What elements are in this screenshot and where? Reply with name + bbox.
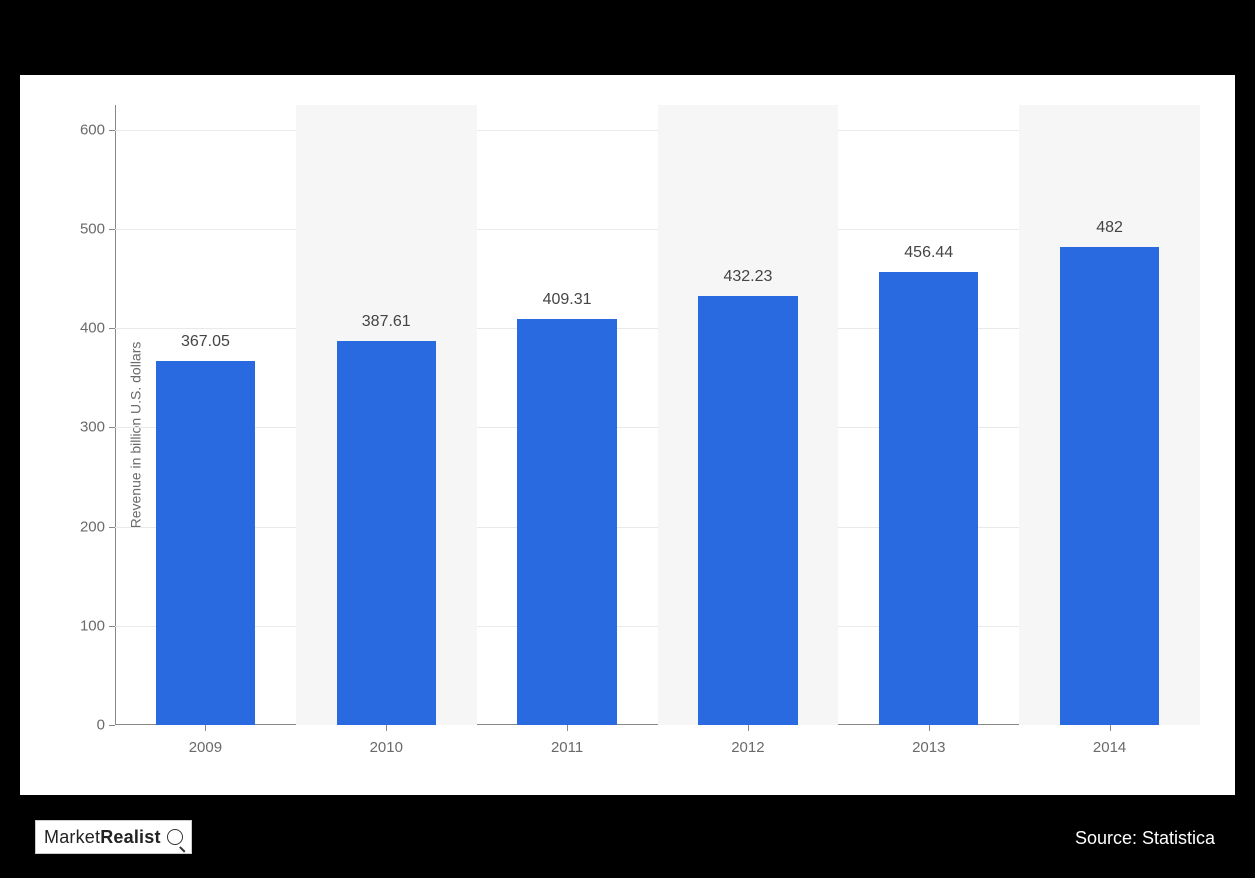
- brand-word-2: Realist: [100, 827, 160, 847]
- bar-value-label: 482: [1096, 219, 1123, 237]
- source-attribution: Source: Statistica: [1075, 828, 1215, 849]
- x-tick-label: 2010: [370, 739, 403, 756]
- plot-area: 0100200300400500600367.052009387.6120104…: [115, 105, 1200, 725]
- y-tick-mark: [109, 427, 115, 428]
- x-tick-mark: [205, 725, 206, 731]
- bar: 482: [1060, 247, 1159, 725]
- magnifier-icon: [167, 829, 183, 845]
- x-tick-label: 2012: [731, 739, 764, 756]
- x-tick-mark: [567, 725, 568, 731]
- y-tick-label: 300: [80, 419, 105, 436]
- x-tick-label: 2014: [1093, 739, 1126, 756]
- x-tick-label: 2013: [912, 739, 945, 756]
- x-tick-mark: [386, 725, 387, 731]
- x-tick-mark: [929, 725, 930, 731]
- x-tick-label: 2011: [551, 739, 583, 756]
- y-tick-mark: [109, 725, 115, 726]
- y-tick-label: 100: [80, 617, 105, 634]
- bar: 367.05: [156, 361, 255, 725]
- x-tick-label: 2009: [189, 739, 222, 756]
- bar-value-label: 387.61: [362, 313, 411, 331]
- bar: 409.31: [517, 319, 616, 725]
- y-tick-mark: [109, 328, 115, 329]
- brand-logo: MarketRealist: [35, 820, 192, 854]
- y-tick-mark: [109, 229, 115, 230]
- bar-value-label: 409.31: [543, 291, 592, 309]
- y-tick-mark: [109, 626, 115, 627]
- bar-value-label: 432.23: [723, 268, 772, 286]
- bar-value-label: 367.05: [181, 333, 230, 351]
- y-tick-label: 0: [97, 717, 105, 734]
- bar: 432.23: [698, 296, 797, 725]
- bar-value-label: 456.44: [904, 244, 953, 262]
- y-tick-mark: [109, 130, 115, 131]
- y-axis-line: [115, 105, 116, 725]
- y-tick-label: 500: [80, 221, 105, 238]
- chart-panel: Revenue in billion U.S. dollars 01002003…: [20, 75, 1235, 795]
- brand-word-1: Market: [44, 827, 100, 847]
- x-tick-mark: [748, 725, 749, 731]
- x-tick-mark: [1110, 725, 1111, 731]
- y-tick-label: 200: [80, 518, 105, 535]
- y-tick-label: 600: [80, 121, 105, 138]
- y-tick-mark: [109, 527, 115, 528]
- y-tick-label: 400: [80, 320, 105, 337]
- brand-logo-text: MarketRealist: [44, 827, 161, 848]
- bar: 387.61: [337, 341, 436, 726]
- bar: 456.44: [879, 272, 978, 725]
